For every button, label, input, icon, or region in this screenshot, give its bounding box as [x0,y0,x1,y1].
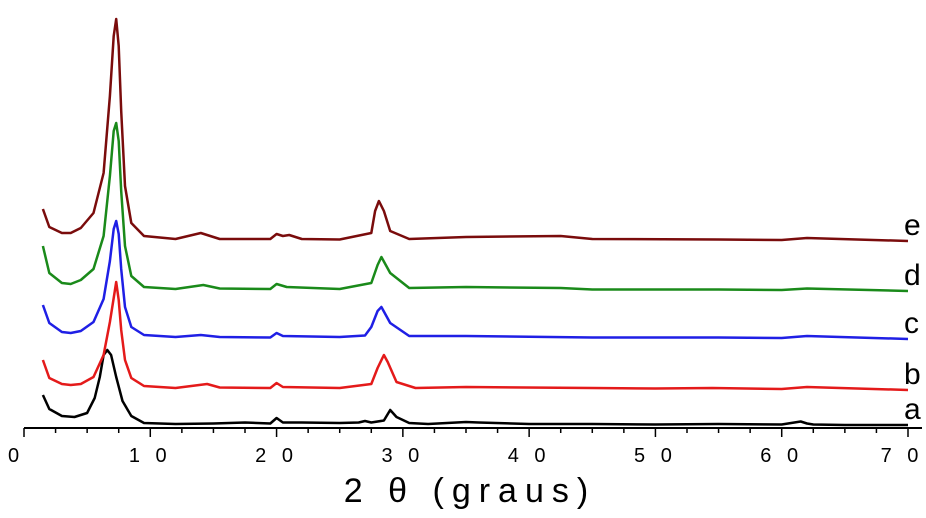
x-tick-label: 3 0 [381,445,424,467]
x-tick-label: 1 0 [129,445,172,467]
x-axis: 0 1 0 2 0 3 0 4 0 5 0 6 0 7 0 [8,427,924,467]
x-tick-label: 6 0 [760,445,803,467]
series-line-e [41,17,909,243]
series-label-e: e [904,209,921,242]
series-line-d [41,121,909,293]
x-axis-title: 2 θ (graus) [344,472,596,510]
x-tick-label: 2 0 [255,445,298,467]
x-tick-label: 5 0 [634,445,677,467]
series-label-c: c [904,307,919,340]
series-line-c [41,219,909,341]
series-label-d: d [904,259,921,292]
x-tick-label: 7 0 [881,445,924,467]
series-line-b [41,280,909,392]
series-layer [41,17,909,427]
x-tick-label: 4 0 [508,445,551,467]
series-label-b: b [904,358,921,391]
x-tick-label: 0 [8,445,24,467]
series-label-a: a [904,393,921,426]
